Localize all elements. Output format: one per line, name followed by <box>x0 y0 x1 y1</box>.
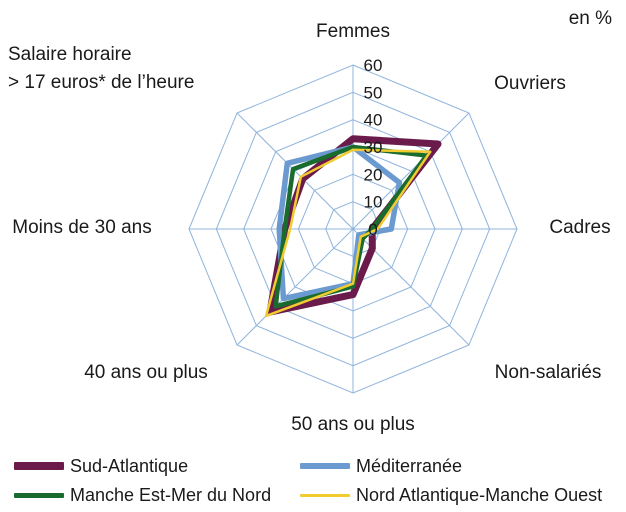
axis-label-moins-30-ans: Moins de 30 ans <box>12 217 151 238</box>
legend-label: Manche Est-Mer du Nord <box>70 484 272 505</box>
radial-tick-labels: 0 10 20 30 40 50 60 <box>364 56 383 239</box>
legend-swatch <box>14 492 64 498</box>
axis-label-salaire-line2: > 17 euros* de l’heure <box>8 72 194 93</box>
axis-label-salaire-line1: Salaire horaire <box>8 44 132 65</box>
legend-item-nord-atlantique: Nord Atlantique-Manche Ouest <box>300 483 602 507</box>
grid-spoke <box>352 112 470 230</box>
radar-series <box>264 135 442 318</box>
tick-label: 20 <box>364 165 383 184</box>
axis-label-40-ans: 40 ans ou plus <box>84 362 208 383</box>
axis-label-non-salaries: Non-salariés <box>495 362 602 383</box>
chart-legend: Sud-Atlantique Méditerranée Manche Est-M… <box>0 452 626 512</box>
legend-label: Sud-Atlantique <box>70 455 189 476</box>
legend-label: Méditerranée <box>356 455 463 476</box>
axis-label-cadres: Cadres <box>549 217 610 238</box>
grid-spoke <box>236 228 354 346</box>
legend-label: Nord Atlantique-Manche Ouest <box>356 484 603 505</box>
series-line <box>264 148 432 318</box>
legend-item-manche-est: Manche Est-Mer du Nord <box>14 483 271 507</box>
legend-item-sud-atlantique: Sud-Atlantique <box>14 454 188 478</box>
axis-label-ouvriers: Ouvriers <box>494 73 566 94</box>
legend-item-mediterranee: Méditerranée <box>300 454 462 478</box>
tick-label: 60 <box>364 56 383 75</box>
axis-label-50-ans: 50 ans ou plus <box>291 414 415 435</box>
series-line <box>273 144 429 309</box>
tick-label: 40 <box>364 111 383 130</box>
axis-label-femmes: Femmes <box>316 21 390 42</box>
radar-grid <box>188 64 518 394</box>
unit-note: en % <box>569 8 612 29</box>
tick-label: 50 <box>364 83 383 102</box>
tick-label: 10 <box>364 193 383 212</box>
legend-swatch <box>14 462 64 470</box>
legend-swatch <box>300 493 350 497</box>
tick-label: 0 <box>368 220 377 239</box>
legend-swatch <box>300 463 350 469</box>
radar-chart: 0 10 20 30 40 50 60 Femmes Ouvriers Cadres Non… <box>8 8 612 435</box>
tick-label: 30 <box>364 138 383 157</box>
